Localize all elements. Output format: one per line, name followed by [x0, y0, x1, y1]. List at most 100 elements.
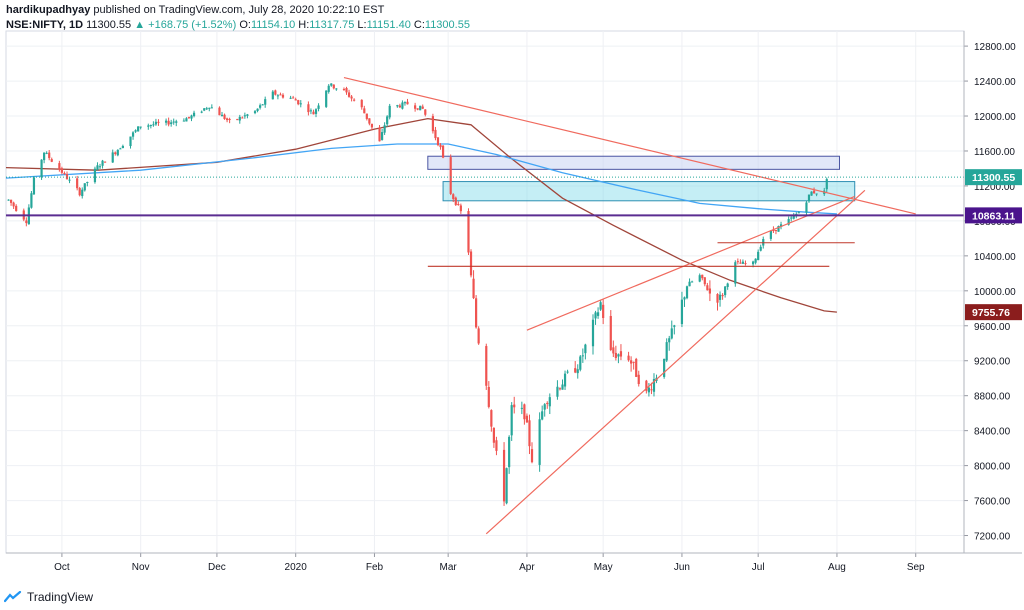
close-label: C: [413, 19, 425, 31]
candle-body [685, 286, 689, 299]
candle-body [688, 281, 691, 287]
candle-body [225, 118, 229, 121]
candle-body [757, 251, 760, 261]
indicator-layer [5, 117, 837, 313]
candle-body [530, 449, 534, 463]
price-label-box [965, 304, 1022, 321]
candle-body [330, 83, 333, 86]
candle-body [241, 117, 244, 119]
candle-body [139, 126, 142, 128]
candle-body [457, 203, 460, 206]
y-tick-label: 12000.00 [974, 112, 1016, 123]
candle-body [612, 347, 615, 354]
candle-body [424, 109, 427, 115]
trendline [526, 195, 855, 331]
candle-body [617, 354, 620, 357]
candle-body [98, 166, 102, 168]
candle-body [414, 105, 417, 109]
candle-body [388, 105, 391, 118]
candle-body [347, 92, 351, 97]
candle-body [220, 114, 224, 117]
candle-body [83, 183, 86, 191]
candle-body [129, 136, 132, 147]
candle-body [584, 344, 587, 354]
candle-body [495, 440, 498, 451]
candle-body [32, 177, 36, 195]
candle-body [116, 149, 119, 156]
candle-body [121, 145, 124, 149]
candle-body [259, 105, 262, 108]
brand-label[interactable]: TradingView [27, 590, 94, 604]
candle-body [48, 152, 51, 159]
candle-body [419, 105, 422, 111]
y-tick-label: 8400.00 [974, 427, 1011, 438]
candle-body [236, 119, 239, 121]
candle-body [243, 115, 246, 117]
candle-body [751, 261, 755, 265]
candle-body [218, 107, 221, 116]
candle-body [86, 181, 89, 184]
candle-body [238, 116, 241, 121]
candle-body [114, 152, 117, 155]
candle-body [131, 132, 135, 137]
candle-body [345, 88, 348, 93]
candle-body [365, 113, 368, 119]
y-tick-label: 10000.00 [974, 287, 1016, 298]
candle-body [43, 152, 46, 161]
candle-body [475, 298, 478, 328]
candle-body [187, 116, 191, 118]
candle-body [190, 115, 193, 119]
candle-body [825, 179, 828, 190]
candle-body [469, 251, 473, 276]
change-value: +168.75 (+1.52%) [148, 19, 237, 31]
author-name[interactable]: hardikupadhyay [6, 4, 91, 16]
candle-body [167, 120, 170, 125]
candle-body [421, 106, 424, 109]
candle-body [368, 118, 371, 124]
candle-body [645, 380, 648, 391]
resistance-zone [442, 181, 856, 202]
candle-body [297, 100, 300, 105]
candle-body [576, 369, 579, 374]
candle-body [591, 319, 595, 347]
candle-body [691, 281, 694, 283]
price-label-layer: 11300.55 10863.11 9755.76 [965, 169, 1022, 321]
candle-body [25, 220, 28, 224]
symbol-label[interactable]: NSE:NIFTY, 1D [6, 19, 84, 31]
candle-body [147, 125, 150, 127]
candle-body [523, 404, 526, 420]
candle-body [708, 288, 711, 294]
y-tick-label: 8800.00 [974, 392, 1011, 403]
x-tick-label: 2020 [285, 562, 308, 573]
low-label: L: [357, 19, 367, 31]
candle-body [386, 116, 389, 125]
candle-body [111, 152, 114, 163]
candle-body [579, 356, 582, 370]
candle-body [307, 104, 310, 113]
candle-body [563, 373, 567, 387]
candle-body [299, 103, 302, 105]
candle-body [383, 125, 386, 133]
x-tick-label: Sep [907, 562, 925, 573]
candle-body [726, 283, 729, 287]
candle-body [406, 101, 409, 105]
candle-body [93, 168, 97, 183]
candle-body [416, 108, 419, 110]
candle-body [706, 285, 709, 291]
candle-body [581, 355, 584, 357]
candle-body [203, 108, 206, 111]
candle-body [149, 124, 152, 126]
candle-body [101, 160, 104, 166]
candle-body [558, 388, 562, 390]
price-chart[interactable]: 7200.00 7600.00 8000.00 8400.00 8800.00 9200.… [0, 0, 1024, 585]
candle-body [45, 152, 48, 154]
trendline [343, 76, 916, 215]
candle-body [7, 199, 10, 201]
candle-body [459, 205, 462, 212]
candle-body [815, 193, 818, 195]
candle-body [528, 420, 531, 447]
y-tick-label: 11200.00 [974, 182, 1015, 193]
candle-body [673, 325, 676, 327]
candle-body [718, 294, 722, 300]
candle-body [525, 415, 529, 423]
